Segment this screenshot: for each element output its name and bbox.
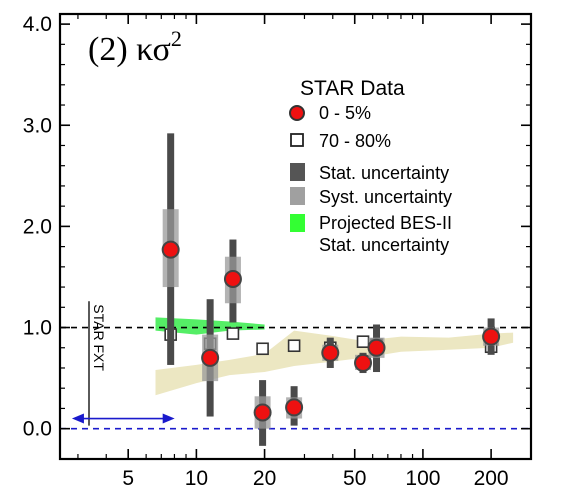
- legend-stat-symbol: [290, 163, 305, 181]
- central-point-1: [201, 348, 220, 367]
- central-point-5: [321, 343, 340, 362]
- axes: 0.0 1.0 2.0 3.0 4.0 5 10 20 50 100 200: [23, 13, 532, 489]
- y-tick-label-2.0: 2.0: [23, 215, 52, 238]
- legend-proj-label-line2: Stat. uncertainty: [319, 235, 449, 255]
- peripheral-point-6: [356, 335, 370, 348]
- peripheral-band: [155, 330, 514, 396]
- central-point-6: [354, 353, 373, 372]
- central-point-8: [482, 327, 501, 346]
- x-tick-label-10: 10: [185, 467, 208, 489]
- y-tick-label-4.0: 4.0: [23, 13, 52, 36]
- panel-title-superscript: 2: [171, 26, 182, 51]
- fxt-arrowhead-right: [162, 413, 175, 424]
- panel-title: (2) κσ2: [88, 26, 182, 68]
- legend-title: STAR Data: [300, 77, 405, 100]
- y-tick-label-3.0: 3.0: [23, 114, 52, 137]
- y-tick-label-1.0: 1.0: [23, 317, 52, 340]
- legend-proj-label: Projected BES-II: [319, 213, 452, 233]
- central-point-2: [223, 269, 242, 288]
- legend: STAR Data 0 - 5% 70 - 80% Stat. uncertai…: [289, 77, 452, 255]
- fxt-arrowhead-left: [71, 413, 84, 424]
- legend-peripheral-label: 70 - 80%: [319, 131, 391, 151]
- central-point-7: [367, 338, 386, 357]
- peripheral-point-2: [226, 327, 240, 340]
- data-points: [161, 133, 501, 446]
- legend-proj-symbol: [290, 214, 305, 232]
- legend-stat-label: Stat. uncertainty: [319, 163, 449, 183]
- fxt-label: STAR FXT: [91, 304, 107, 371]
- panel-title-main: (2) κσ: [88, 31, 171, 68]
- x-tick-label-50: 50: [343, 467, 366, 489]
- legend-syst-label: Syst. uncertainty: [319, 187, 452, 207]
- legend-peripheral-symbol: [290, 133, 304, 147]
- central-point-3: [253, 403, 272, 422]
- peripheral-point-4: [287, 339, 301, 353]
- legend-central-label: 0 - 5%: [319, 103, 371, 123]
- plot-frame: [58, 12, 533, 461]
- reference-lines: [60, 326, 531, 430]
- fxt-annotation: STAR FXT: [71, 301, 175, 426]
- legend-syst-symbol: [290, 187, 305, 205]
- y-tick-label-0.0: 0.0: [23, 418, 52, 441]
- central-point-4: [285, 398, 304, 417]
- x-tick-label-200: 200: [474, 467, 509, 489]
- x-tick-label-100: 100: [405, 467, 440, 489]
- peripheral-point-3: [256, 342, 269, 356]
- x-tick-label-20: 20: [253, 467, 276, 489]
- legend-central-symbol: [289, 105, 305, 121]
- central-point-0: [161, 240, 180, 259]
- x-tick-label-5: 5: [122, 467, 134, 489]
